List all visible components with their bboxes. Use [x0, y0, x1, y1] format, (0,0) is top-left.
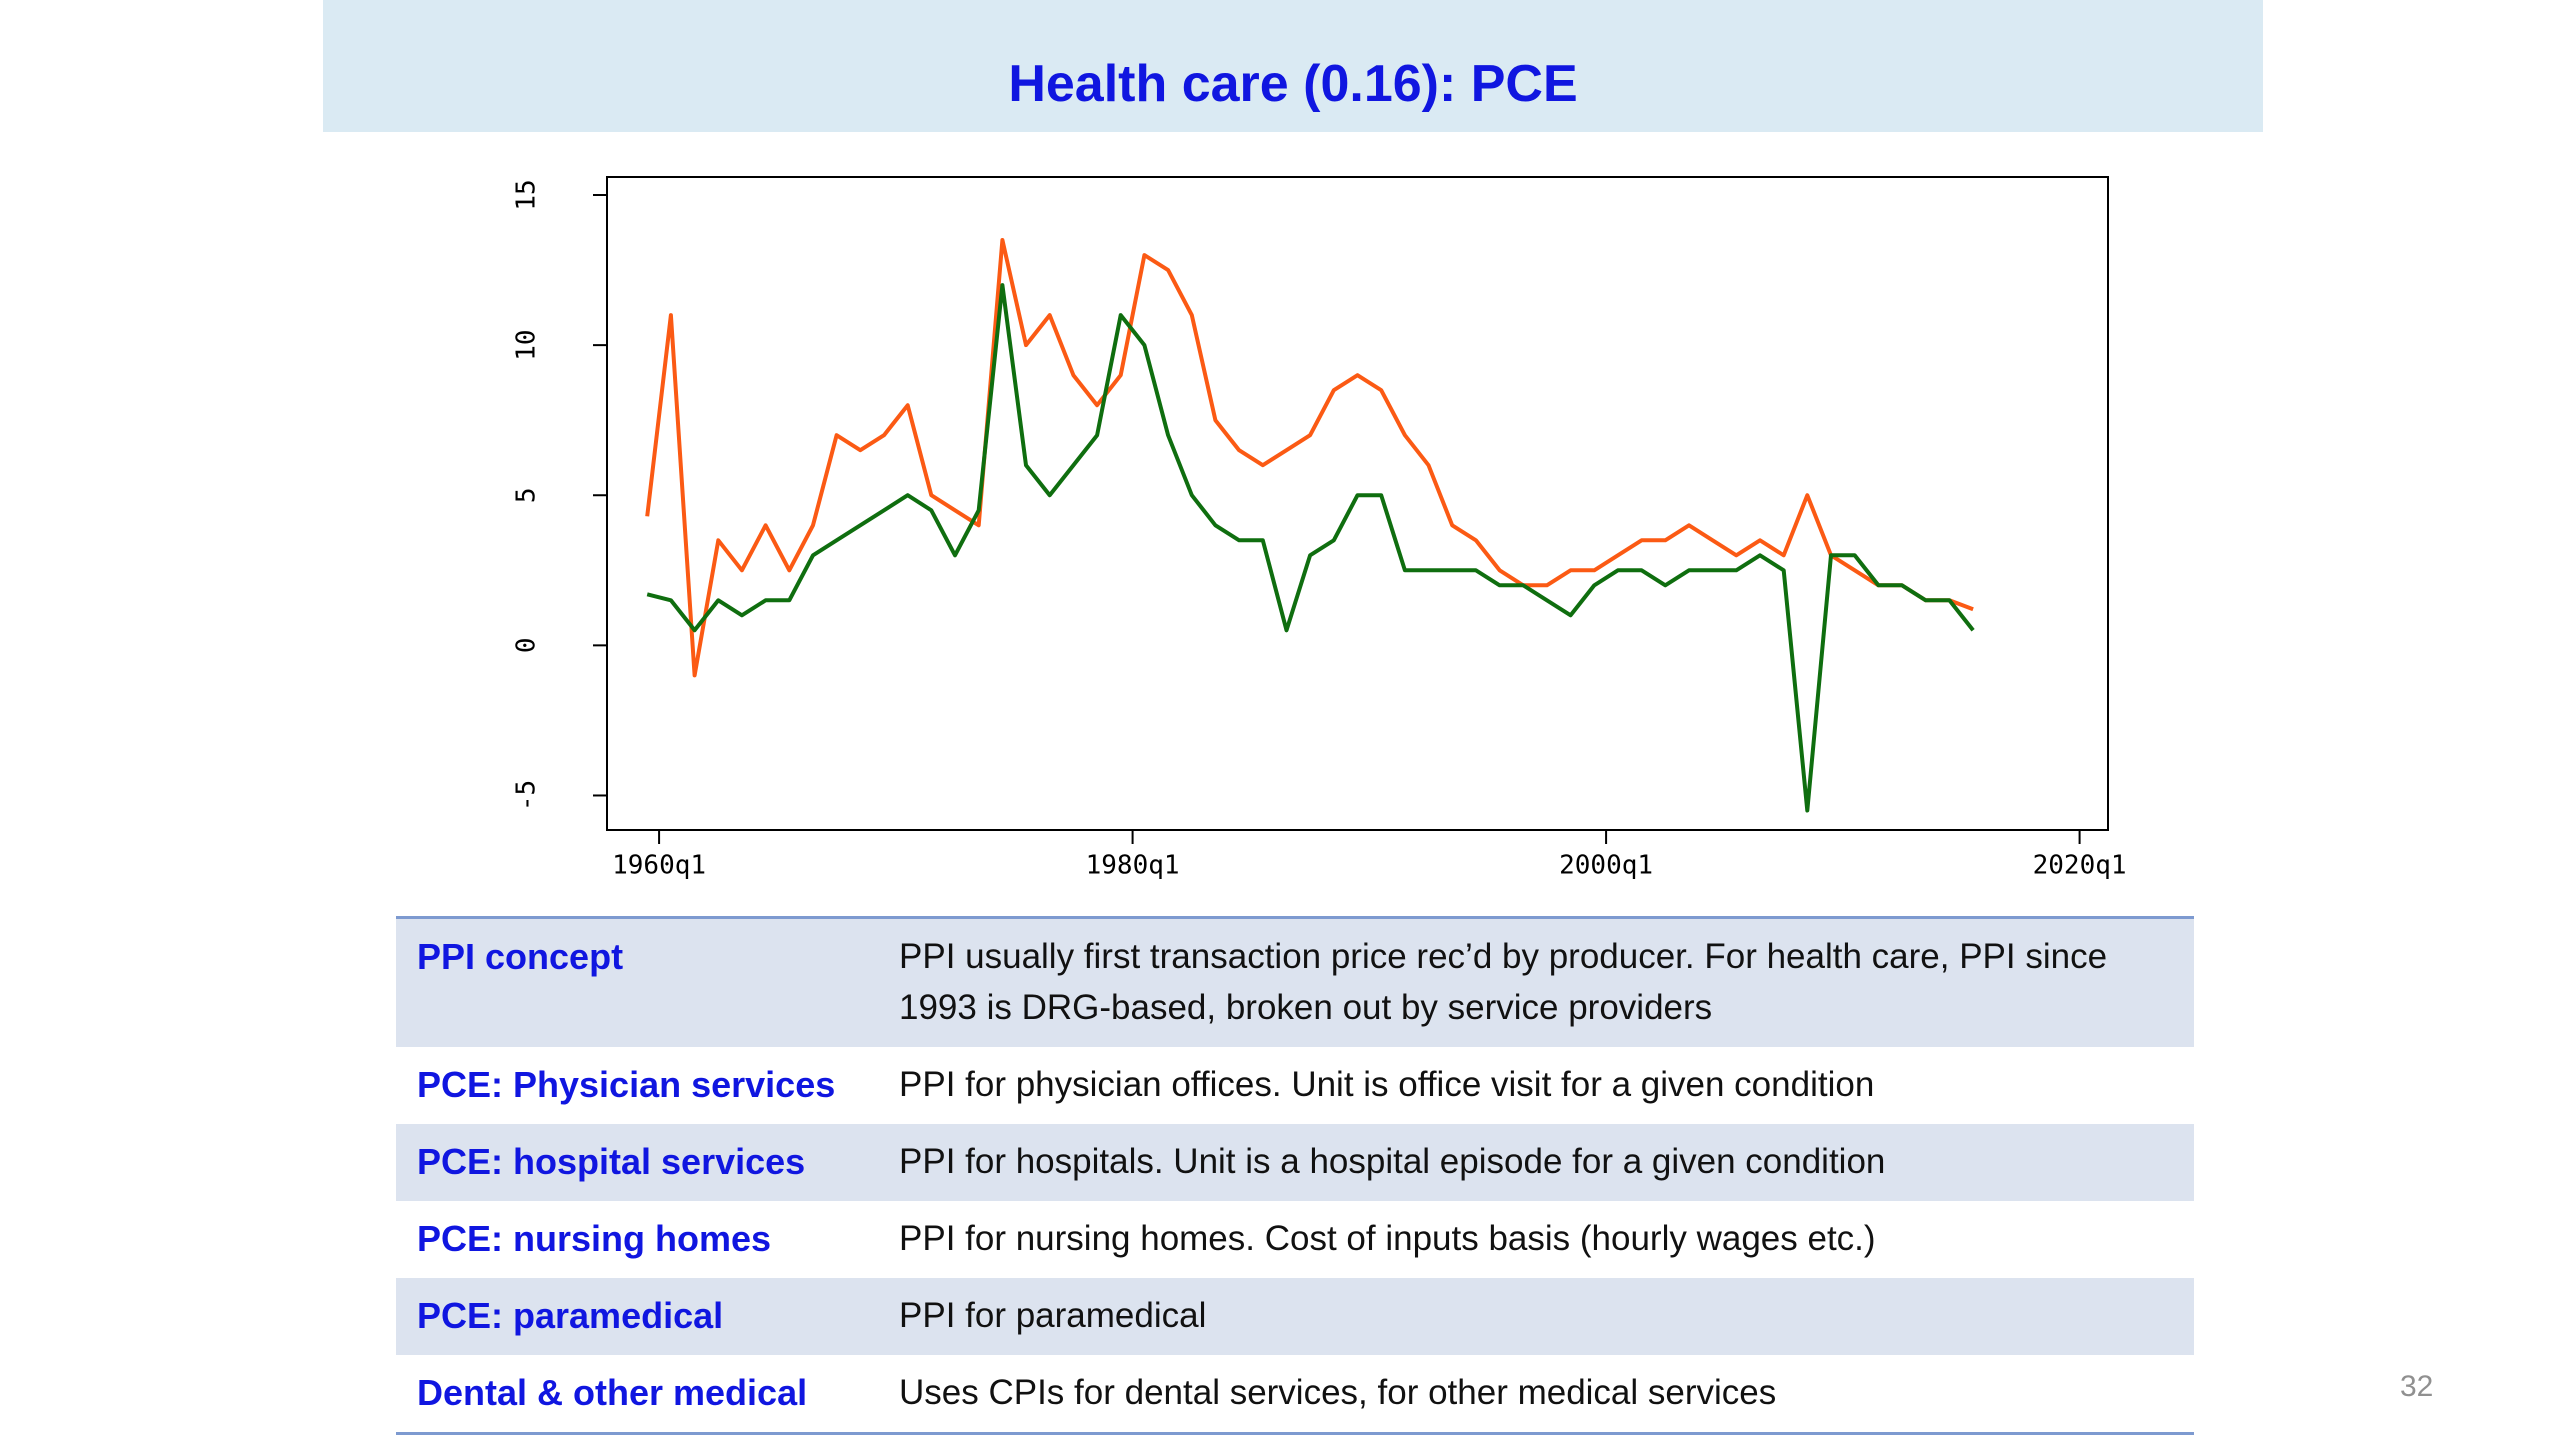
slide-title: Health care (0.16): PCE — [1008, 55, 1578, 113]
y-tick-label: 5 — [512, 487, 542, 503]
row-description: Uses CPIs for dental services, for other… — [899, 1373, 1777, 1412]
row-label: Dental & other medical — [417, 1372, 808, 1413]
row-description: PPI for physician offices. Unit is offic… — [899, 1065, 1875, 1104]
table-row: Dental & other medical Uses CPIs for dent… — [396, 1355, 2194, 1432]
y-tick-label: -5 — [512, 780, 542, 811]
y-tick-label: 0 — [512, 638, 542, 654]
page-number: 32 — [2400, 1370, 2434, 1403]
table-row: PCE: nursing homes PPI for nursing homes.… — [396, 1201, 2194, 1278]
chart: -5 0 5 10 15 1960q1 1980q1 2000q1 2020q1 — [512, 176, 2127, 881]
table-row: PPI concept PPI usually first transaction… — [396, 919, 2194, 1047]
row-label: PCE: nursing homes — [417, 1218, 772, 1259]
x-tick-label: 1980q1 — [1086, 851, 1180, 881]
title-band — [323, 0, 2263, 132]
plot-frame — [606, 176, 2109, 831]
table-row: PCE: paramedical PPI for paramedical — [396, 1278, 2194, 1355]
row-label: PCE: Physician services — [417, 1064, 836, 1105]
row-description: PPI for nursing homes. Cost of inputs ba… — [899, 1219, 1876, 1258]
table: PPI concept PPI usually first transaction… — [396, 916, 2194, 1435]
row-description: PPI for paramedical — [899, 1296, 1207, 1335]
row-label: PPI concept — [417, 936, 624, 977]
table-row: PCE: hospital services PPI for hospitals.… — [396, 1124, 2194, 1201]
series-line — [646, 283, 1975, 813]
row-label: PCE: paramedical — [417, 1295, 724, 1336]
y-tick-label: 15 — [512, 179, 542, 210]
y-tick-label: 10 — [512, 329, 542, 360]
x-tick-label: 2020q1 — [2033, 851, 2127, 881]
x-tick-label: 1960q1 — [612, 851, 706, 881]
row-label: PCE: hospital services — [417, 1141, 806, 1182]
row-description: PPI for hospitals. Unit is a hospital ep… — [899, 1142, 1886, 1181]
x-tick-label: 2000q1 — [1559, 851, 1653, 881]
table-row: PCE: Physician services PPI for physician… — [396, 1047, 2194, 1124]
row-description: PPI usually first transaction price rec’… — [899, 937, 2108, 1027]
series-line — [645, 238, 1974, 678]
